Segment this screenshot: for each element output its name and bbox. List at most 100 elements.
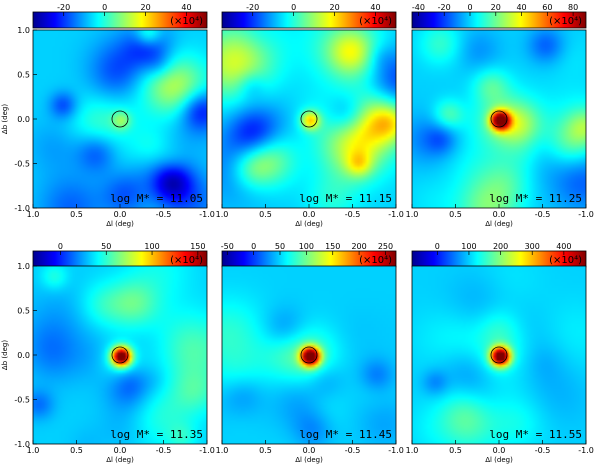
x-tick-label: -1.0 [199, 446, 215, 455]
mass-label: log M* = 11.35 [110, 428, 203, 441]
colorbar-tick-label: 0 [467, 3, 472, 12]
mass-label: log M* = 11.55 [489, 428, 582, 441]
y-tick-label: 0.0 [17, 115, 30, 124]
center-circle [111, 346, 129, 364]
y-axis-label: Δb (deg) [1, 340, 9, 370]
y-tick-label: 0.5 [17, 307, 30, 316]
x-tick-label: 0.0 [114, 446, 127, 455]
x-tick-label: 0.5 [449, 210, 462, 219]
heatmap-image [222, 30, 396, 208]
center-circle [490, 346, 508, 364]
panel-4: 0 50 100 150 (×10⁴) 1.0 0.5 0.0 -0.5 -1.0 Δl (deg)… [1, 242, 215, 464]
colorbar-tick-label: 20 [329, 3, 339, 12]
x-tick-label: 1.0 [27, 446, 40, 455]
mass-label: log M* = 11.15 [299, 192, 392, 205]
colorbar-gradient [221, 11, 397, 29]
colorbar: 0 100 200 300 400 (×10⁴) [411, 242, 587, 268]
x-tick-label: -1.0 [388, 210, 404, 219]
panel-2: -20 0 20 40 (×10⁴) 1.0 0.5 0.0 -0.5 -1.0 Δl (deg) l… [216, 3, 404, 228]
heatmap-image [33, 30, 207, 208]
x-tick-label: -1.0 [578, 210, 594, 219]
y-tick-label: 1.0 [17, 262, 30, 271]
colorbar-unit-label: (×10⁴) [359, 16, 392, 27]
colorbar-tick-label: 150 [325, 242, 340, 251]
colorbar-tick-label: -20 [57, 3, 70, 12]
colorbar-unit-label: (×10⁴) [170, 16, 203, 27]
colorbar-tick-label: 50 [275, 242, 285, 251]
colorbar-tick-label: -40 [412, 3, 425, 12]
x-tick-label: 0.5 [70, 210, 83, 219]
colorbar-unit-label: (×10⁴) [359, 255, 392, 266]
y-tick-label: -1.0 [14, 440, 30, 449]
colorbar: -20 0 20 40 (×10⁴) [32, 3, 208, 29]
heatmap-image [412, 30, 586, 208]
x-axis-label: Δl (deg) [485, 456, 513, 464]
mass-label: log M* = 11.25 [489, 192, 582, 205]
x-axis-label: Δl (deg) [485, 220, 513, 228]
x-tick-label: -0.5 [345, 446, 361, 455]
x-tick-label: 0.5 [259, 210, 272, 219]
colorbar-tick-label: -20 [246, 3, 259, 12]
x-tick-label: 0.5 [70, 446, 83, 455]
x-tick-label: 1.0 [216, 210, 229, 219]
y-axis-label: Δb (deg) [1, 104, 9, 134]
colorbar-tick-label: 0 [251, 242, 256, 251]
mass-label: log M* = 11.05 [110, 192, 203, 205]
heatmap-image [33, 266, 207, 444]
panel-5: -50 0 50 100 150 200 250 (×10⁴) 1.0 0.5 0.0 -0.5 -1.… [216, 242, 404, 464]
colorbar: -50 0 50 100 150 200 250 (×10⁴) [221, 242, 397, 268]
y-tick-label: 1.0 [17, 26, 30, 35]
x-tick-label: -0.5 [345, 210, 361, 219]
panel-1: -20 0 20 40 (×10⁴) 1.0 0.5 0.0 -0.5 -1.0 Δl (deg) 1… [1, 3, 215, 228]
heatmap-image [412, 266, 586, 444]
colorbar: -40 -20 0 20 40 60 80 (×10⁴) [411, 3, 587, 29]
colorbar-tick-label: 40 [370, 3, 380, 12]
colorbar-tick-label: 50 [101, 242, 111, 251]
colorbar-unit-label: (×10⁴) [170, 255, 203, 266]
x-tick-label: -0.5 [156, 210, 172, 219]
y-tick-label: -1.0 [14, 204, 30, 213]
colorbar-tick-label: 100 [144, 242, 159, 251]
colorbar-tick-label: 400 [556, 242, 571, 251]
heatmap-image [222, 266, 396, 444]
x-tick-label: 0.0 [114, 210, 127, 219]
x-tick-label: -1.0 [578, 446, 594, 455]
colorbar-tick-label: 20 [491, 3, 501, 12]
colorbar: -20 0 20 40 (×10⁴) [221, 3, 397, 29]
x-tick-label: -1.0 [199, 210, 215, 219]
x-tick-label: 1.0 [406, 446, 419, 455]
center-circle [300, 110, 318, 128]
colorbar-unit-label: (×10⁴) [549, 16, 582, 27]
x-tick-label: -0.5 [156, 446, 172, 455]
x-tick-label: 0.5 [259, 446, 272, 455]
colorbar-gradient [32, 11, 208, 29]
colorbar-tick-label: 300 [525, 242, 540, 251]
colorbar-tick-label: 0 [435, 242, 440, 251]
mass-label: log M* = 11.45 [299, 428, 392, 441]
colorbar-tick-label: 60 [542, 3, 552, 12]
colorbar: 0 50 100 150 (×10⁴) [32, 242, 208, 268]
colorbar-tick-label: 20 [140, 3, 150, 12]
x-tick-label: 1.0 [406, 210, 419, 219]
colorbar-tick-label: 100 [461, 242, 476, 251]
x-tick-label: 1.0 [27, 210, 40, 219]
y-tick-label: -0.5 [14, 396, 30, 405]
panel-6: 0 100 200 300 400 (×10⁴) 1.0 0.5 0.0 -0.5 -1.0 Δl (… [406, 242, 594, 464]
colorbar-tick-label: 150 [190, 242, 205, 251]
y-tick-label: 0.5 [17, 71, 30, 80]
x-tick-label: 0.0 [303, 210, 316, 219]
colorbar-tick-label: 200 [493, 242, 508, 251]
panel-3: -40 -20 0 20 40 60 80 (×10⁴) 1.0 0.5 0.0 -0.5 -1.0 Δl… [406, 3, 594, 228]
colorbar-gradient [411, 11, 587, 29]
colorbar-tick-label: 100 [299, 242, 314, 251]
y-tick-label: -0.5 [14, 160, 30, 169]
x-tick-label: 0.0 [303, 446, 316, 455]
x-tick-label: 0.0 [493, 210, 506, 219]
colorbar-tick-label: 200 [351, 242, 366, 251]
x-tick-label: -0.5 [535, 446, 551, 455]
colorbar-tick-label: 250 [378, 242, 393, 251]
center-circle [300, 346, 318, 364]
colorbar-tick-label: 0 [58, 242, 63, 251]
colorbar-tick-label: 40 [181, 3, 191, 12]
y-tick-label: 0.0 [17, 351, 30, 360]
